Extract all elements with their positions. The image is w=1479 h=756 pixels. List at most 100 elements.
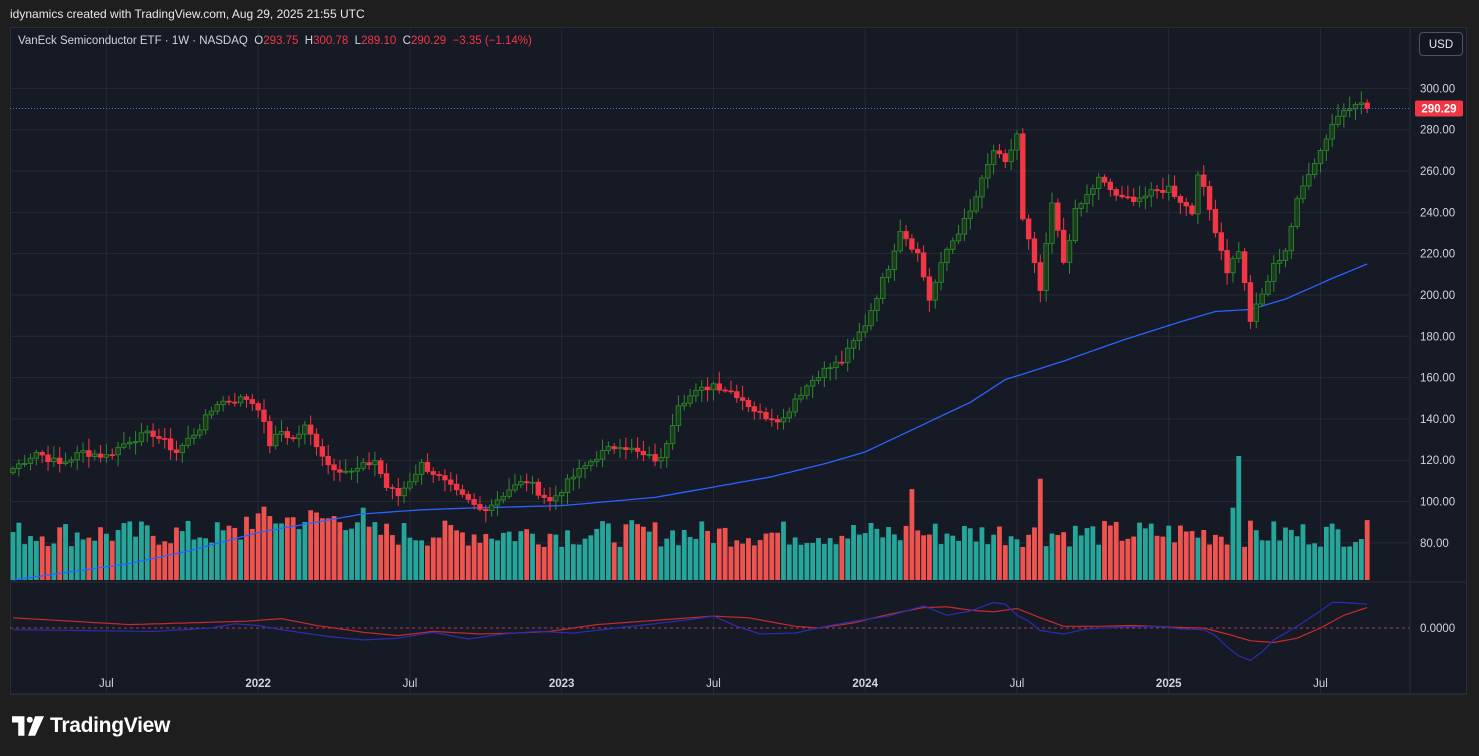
candle-body: [39, 452, 45, 456]
candle-body: [261, 409, 267, 422]
candle-body: [646, 453, 652, 456]
volume-bar: [792, 537, 798, 580]
candle-body: [109, 454, 115, 457]
volume-bar: [658, 546, 664, 580]
volume-bar: [757, 540, 763, 580]
candle-body: [1095, 176, 1102, 189]
volume-bar: [255, 513, 261, 580]
candle-body: [1066, 240, 1073, 263]
candle-body: [564, 478, 571, 493]
volume-bar: [366, 526, 372, 580]
candle-body: [348, 470, 355, 473]
volume-bar: [419, 540, 424, 580]
volume-bar: [214, 522, 220, 580]
candle-body: [214, 404, 220, 412]
candle-body: [640, 450, 647, 456]
volume-bar: [570, 544, 576, 580]
volume-bar: [1271, 521, 1277, 580]
volume-bar: [1236, 456, 1242, 580]
candle-body: [103, 454, 110, 458]
candle-body: [255, 403, 261, 411]
candle-body: [833, 361, 839, 369]
candle-body: [629, 447, 635, 451]
candle-body: [418, 461, 425, 475]
candle-body: [722, 389, 728, 392]
volume-bar: [652, 522, 658, 580]
candle-body: [926, 276, 933, 301]
volume-bar: [740, 543, 746, 580]
y-tick-label: 140.00: [1420, 414, 1455, 426]
volume-bar: [891, 534, 897, 580]
volume-bar: [1312, 543, 1318, 580]
candle-body: [80, 450, 86, 454]
volume-bar: [1242, 546, 1248, 580]
volume-bar: [868, 523, 874, 580]
tradingview-brand[interactable]: TradingView: [12, 713, 170, 739]
volume-bar: [594, 528, 600, 580]
candle-body: [885, 269, 892, 278]
candle-body: [1311, 163, 1318, 175]
candle-body: [1008, 149, 1014, 163]
volume-bar: [436, 537, 442, 580]
currency-button[interactable]: USD: [1419, 32, 1463, 56]
candle-body: [891, 250, 898, 270]
volume-bar: [495, 540, 500, 580]
candle-body: [734, 391, 740, 399]
candle-body: [144, 430, 150, 434]
brand-name: TradingView: [50, 714, 171, 737]
candle-body: [523, 481, 530, 484]
volume-bar: [670, 530, 675, 580]
volume-bar: [1277, 540, 1283, 580]
volume-bar: [489, 538, 495, 580]
candle-body: [903, 231, 909, 240]
volume-bar: [1119, 540, 1125, 580]
candle-body: [179, 444, 185, 454]
y-tick-label: 260.00: [1420, 166, 1455, 178]
candle-body: [465, 494, 471, 500]
candle-body: [16, 463, 22, 469]
last-price-badge: [1415, 100, 1463, 117]
high-label: H: [304, 35, 314, 47]
candle-body: [395, 487, 401, 497]
candle-body: [1265, 280, 1271, 295]
candle-body: [97, 453, 104, 458]
volume-bar: [676, 545, 681, 580]
candle-body: [1271, 262, 1277, 282]
candle-body: [582, 465, 588, 469]
candle-body: [558, 492, 565, 497]
candle-body: [827, 367, 833, 370]
volume-bar: [454, 530, 460, 580]
volume-bar: [209, 542, 214, 580]
candle-body: [1166, 185, 1172, 193]
volume-bar: [1341, 546, 1347, 580]
volume-bar: [845, 538, 851, 580]
candle-body: [249, 399, 256, 405]
candle-body: [1154, 189, 1160, 192]
volume-bar: [179, 531, 185, 580]
volume-bar: [839, 535, 845, 580]
volume-bar: [63, 524, 68, 580]
candle-body: [967, 210, 973, 219]
candle-body: [1090, 188, 1096, 195]
volume-bar: [279, 523, 284, 580]
volume-bar: [133, 536, 138, 580]
volume-bar: [1026, 534, 1032, 580]
x-tick-label: Jul: [99, 678, 114, 690]
y-tick-label: 180.00: [1420, 331, 1455, 343]
candle-body: [868, 310, 874, 327]
candle-body: [127, 441, 133, 445]
candle-body: [45, 454, 51, 463]
candle-body: [1078, 203, 1084, 209]
volume-bar: [664, 538, 670, 580]
candle-body: [757, 410, 763, 413]
y-tick-label: 220.00: [1420, 249, 1455, 261]
candle-body: [296, 433, 302, 440]
chart-panel[interactable]: [10, 27, 1467, 695]
volume-bar: [290, 517, 296, 580]
volume-bar: [851, 524, 856, 580]
candle-body: [1218, 232, 1224, 251]
candle-body: [739, 397, 746, 401]
candle-body: [880, 276, 886, 299]
candle-body: [961, 217, 968, 235]
chart-canvas[interactable]: 290.29 300.00 280.00 260.00 240.00 220.00 200.…: [10, 27, 1467, 695]
